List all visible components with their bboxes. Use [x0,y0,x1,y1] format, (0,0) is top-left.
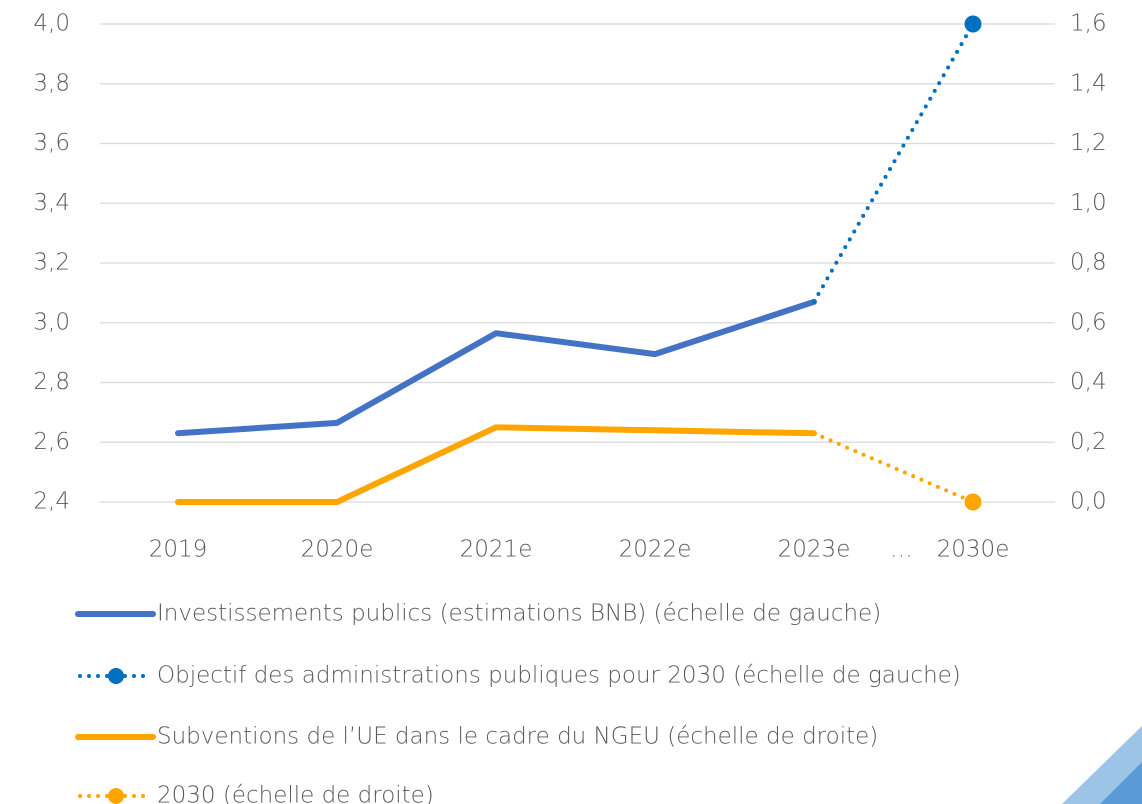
legend-label: Investissements publics (estimations BNB… [157,601,881,627]
y2-tick-label: 1,4 [1070,70,1107,96]
series-line [175,424,817,505]
legend-label: 2030 (échelle de droite) [157,783,434,804]
axis-break: … [890,537,913,563]
y-tick-label: 3,6 [33,130,70,156]
y2-tick-label: 1,2 [1070,130,1107,156]
x-tick-label: 2022e [619,537,692,563]
y2-tick-label: 0,2 [1070,429,1107,455]
y2-tick-label: 1,0 [1070,190,1107,216]
series-line [812,431,975,504]
legend-label: Objectif des administrations publiques p… [157,663,961,689]
series-marker [963,492,983,512]
y2-tick-label: 0,6 [1070,309,1107,335]
series-line [175,298,817,437]
y2-tick-label: 0,8 [1070,250,1107,276]
y-tick-label: 2,6 [33,429,70,455]
legend-swatch [108,788,124,804]
y-tick-label: 4,0 [33,11,70,37]
y2-tick-label: 0,0 [1070,489,1107,515]
x-tick-label: 2030e [937,537,1010,563]
y2-tick-label: 1,6 [1070,11,1107,37]
x-tick-label: 2023e [778,537,851,563]
x-tick-label: 2020e [301,537,374,563]
x-tick-label: 2021e [460,537,533,563]
series-line [812,22,975,304]
y-tick-label: 2,4 [33,489,70,515]
x-tick-label: 2019 [149,537,208,563]
legend-label: Subventions de l’UE dans le cadre du NGE… [157,724,878,750]
y-tick-label: 3,0 [33,309,70,335]
y-tick-label: 3,8 [33,70,70,96]
series-marker [963,14,983,34]
y-tick-label: 3,2 [33,250,70,276]
y2-tick-label: 0,4 [1070,369,1107,395]
y-tick-label: 3,4 [33,190,70,216]
corner-decoration [1100,762,1142,804]
legend-swatch [108,668,124,684]
y-tick-label: 2,8 [33,369,70,395]
